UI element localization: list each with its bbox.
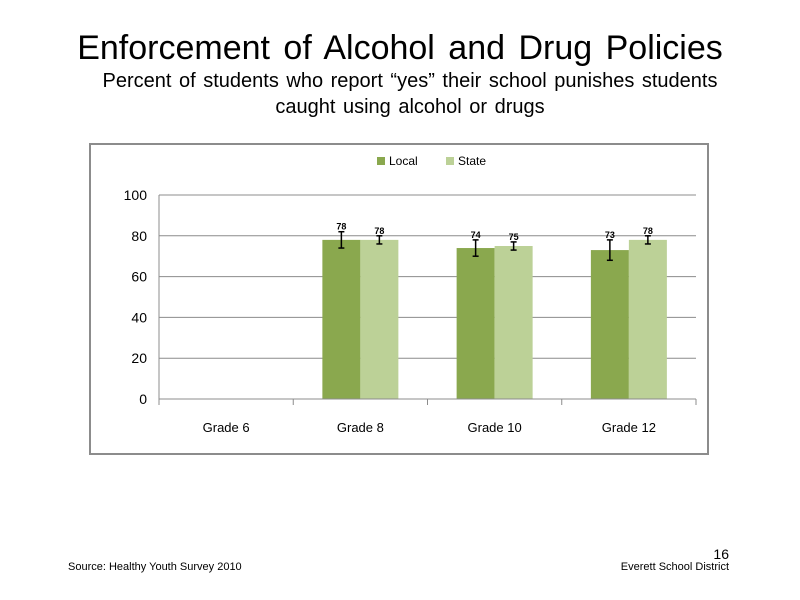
bar <box>628 239 667 399</box>
x-tick-label: Grade 10 <box>468 420 522 435</box>
y-tick-label: 0 <box>139 391 147 407</box>
chart-frame: 0 20 40 60 80 100 Grade 6 78 78 Grade 8 74 75 Grade … <box>89 143 709 455</box>
x-tick-label: Grade 12 <box>602 420 656 435</box>
bar <box>590 250 629 399</box>
x-tick-label: Grade 6 <box>203 420 250 435</box>
y-tick-label: 60 <box>131 269 147 285</box>
organization-name: Everett School District <box>620 561 729 573</box>
y-tick-label: 20 <box>131 350 147 366</box>
bar <box>322 239 361 399</box>
data-label: 78 <box>643 226 653 236</box>
data-label: 73 <box>605 230 615 240</box>
y-tick-label: 80 <box>131 228 147 244</box>
legend-swatch <box>377 157 385 165</box>
legend-swatch <box>446 157 454 165</box>
legend-label: Local <box>389 154 418 168</box>
slide-subtitle: Percent of students who report “yes” the… <box>102 70 718 118</box>
x-tick-label: Grade 8 <box>337 420 384 435</box>
bar <box>360 239 399 399</box>
legend-label: State <box>458 154 486 168</box>
data-label: 75 <box>509 232 519 242</box>
data-label: 78 <box>374 226 384 236</box>
data-label: 74 <box>471 230 481 240</box>
bar <box>456 248 495 399</box>
bar-chart: 0 20 40 60 80 100 Grade 6 78 78 Grade 8 74 75 Grade … <box>124 154 697 435</box>
bar <box>494 246 533 399</box>
page-number: 16 <box>713 546 729 562</box>
y-tick-label: 100 <box>124 187 148 203</box>
source-note: Source: Healthy Youth Survey 2010 <box>68 561 242 573</box>
y-tick-label: 40 <box>131 309 147 325</box>
slide-title: Enforcement of Alcohol and Drug Policies <box>77 29 723 67</box>
data-label: 78 <box>336 222 346 232</box>
